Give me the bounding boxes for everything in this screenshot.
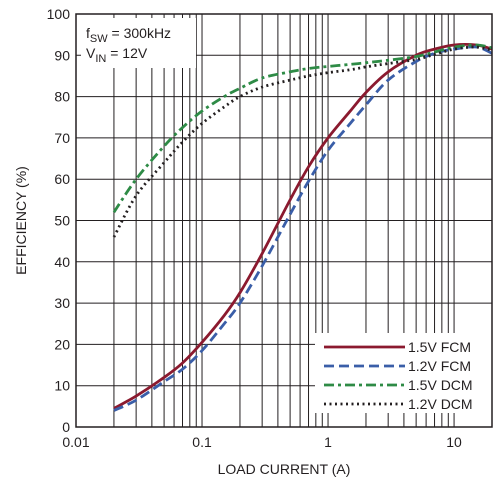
y-axis-label: EFFICIENCY (%) [13, 166, 29, 275]
legend-label-1: 1.2V FCM [408, 358, 471, 374]
x-tick-label: 0.01 [62, 434, 89, 450]
y-tick-label: 90 [54, 47, 70, 63]
legend-label-3: 1.2V DCM [408, 396, 473, 412]
series-line-3 [112, 45, 493, 238]
y-tick-label: 100 [47, 6, 71, 22]
x-tick-label: 0.1 [192, 434, 212, 450]
y-tick-label: 0 [62, 419, 70, 435]
y-tick-label: 80 [54, 89, 70, 105]
y-tick-label: 30 [54, 295, 70, 311]
operating-conditions-annotation: fSW = 300kHz VIN = 12V [81, 18, 196, 68]
x-axis-label: LOAD CURRENT (A) [218, 461, 351, 477]
y-tick-label: 10 [54, 378, 70, 394]
y-tick-label: 70 [54, 130, 70, 146]
tick-labels: 0 10 20 30 40 50 60 70 80 90 100 0.01 0.1 1 10 [47, 6, 462, 450]
annotation-line-fsw: fSW = 300kHz [86, 25, 171, 45]
series-line-1 [113, 45, 493, 412]
series-line-0 [113, 43, 493, 410]
plot-frame [75, 13, 493, 428]
x-tick-label: 1 [324, 434, 332, 450]
annotation-background [81, 18, 196, 68]
y-tick-label: 50 [54, 213, 70, 229]
legend-label-0: 1.5V FCM [408, 339, 471, 355]
series-line-2 [112, 43, 493, 214]
y-tick-label: 40 [54, 254, 70, 270]
x-tick-label: 10 [446, 434, 462, 450]
legend: 1.5V FCM 1.2V FCM 1.5V DCM 1.2V DCM [315, 333, 493, 413]
y-tick-label: 20 [54, 336, 70, 352]
series-lines [112, 43, 493, 412]
legend-label-2: 1.5V DCM [408, 377, 473, 393]
y-tick-label: 60 [54, 171, 70, 187]
annotation-line-vin: VIN = 12V [86, 45, 148, 65]
